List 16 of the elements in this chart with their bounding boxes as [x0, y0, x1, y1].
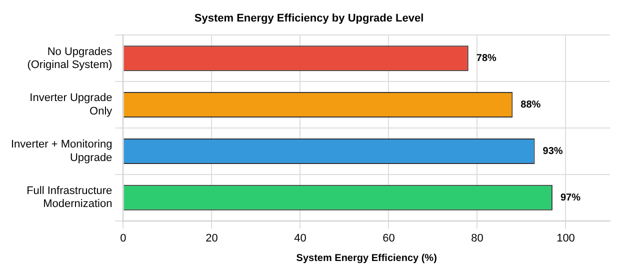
data-label: 88%: [520, 100, 541, 111]
x-tick-label: 60: [382, 232, 395, 244]
y-tick-label: Inverter Upgrade Only: [30, 92, 113, 118]
chart-title: System Energy Efficiency by Upgrade Level: [194, 12, 424, 25]
y-tick-label: No Upgrades (Original System): [27, 46, 113, 72]
x-tick-label: 100: [556, 232, 575, 244]
x-tick-label: 40: [294, 232, 306, 244]
x-tick-label: 0: [120, 232, 126, 244]
data-label: 93%: [542, 146, 563, 157]
data-label: 97%: [560, 192, 581, 204]
y-tick-label: Inverter + Monitoring Upgrade: [11, 138, 112, 164]
x-tick-label: 80: [471, 232, 484, 244]
data-label: 78%: [476, 53, 497, 64]
x-axis-title: System Energy Efficiency (%): [296, 252, 437, 264]
x-tick-label: 20: [206, 232, 218, 244]
y-tick-label: Full Infrastructure Modernization: [26, 185, 112, 210]
